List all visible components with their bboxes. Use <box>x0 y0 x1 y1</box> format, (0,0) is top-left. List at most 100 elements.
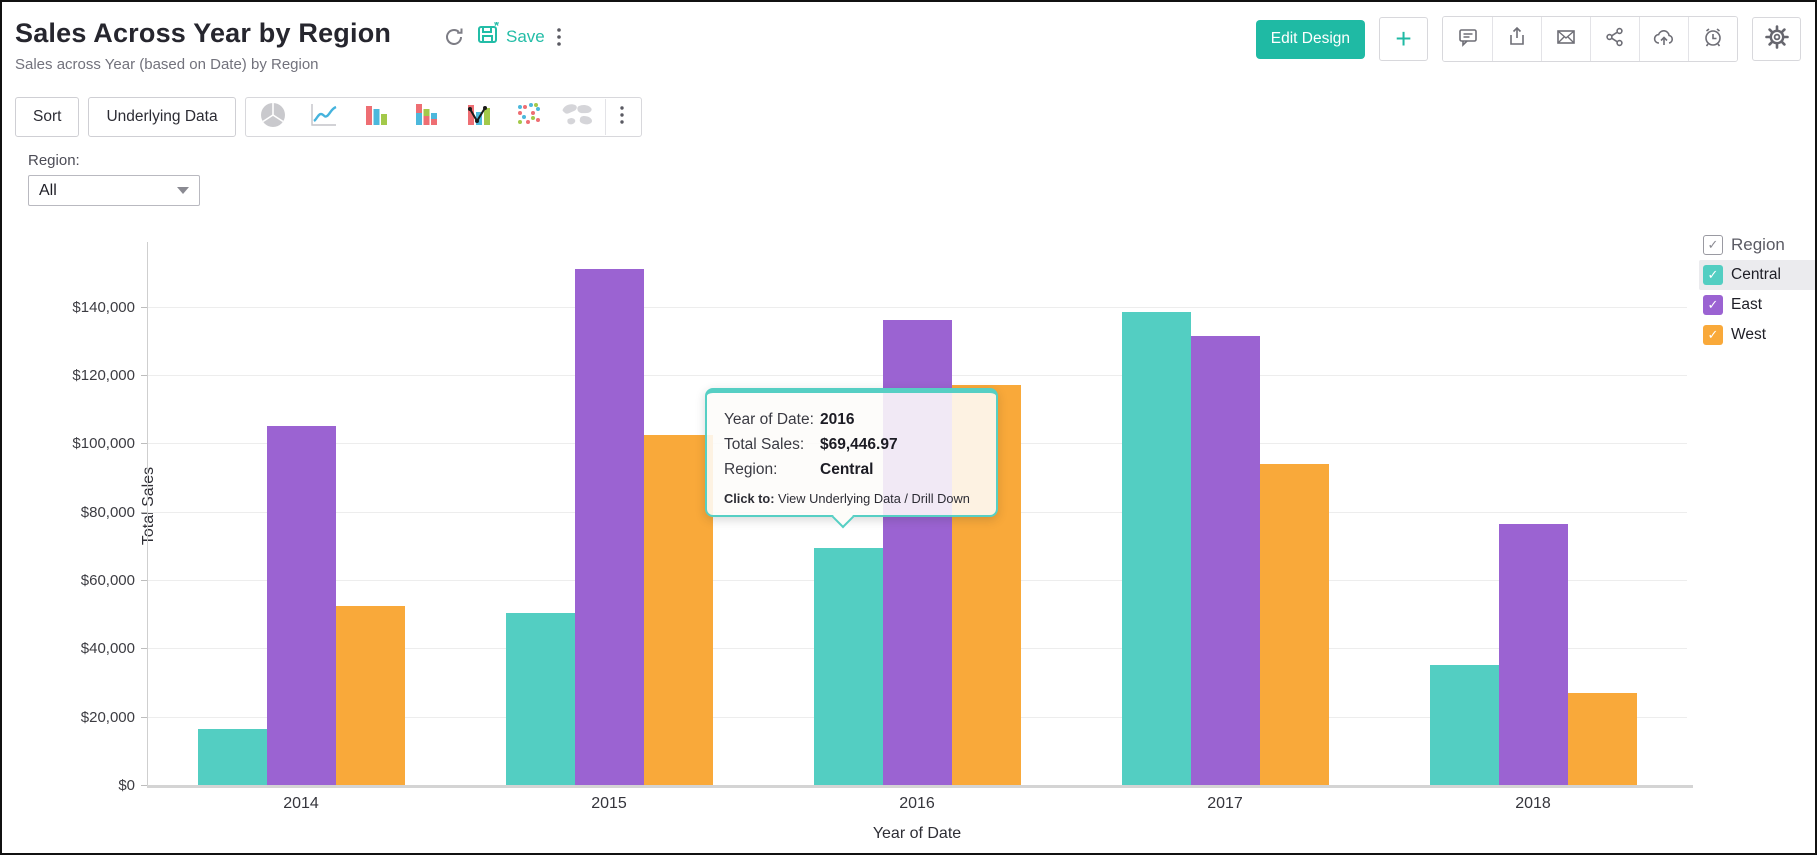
export-icon <box>1505 25 1529 54</box>
more-vertical-icon <box>617 100 627 135</box>
chart-type-bar-button[interactable] <box>350 99 401 135</box>
legend-checkbox-icon[interactable]: ✓ <box>1703 265 1723 285</box>
x-tick-label: 2016 <box>899 795 935 812</box>
region-filter-select[interactable]: All <box>28 175 200 206</box>
y-tick-label: $40,000 <box>80 640 135 658</box>
y-tick-label: $140,000 <box>72 298 135 316</box>
chart-type-more-button[interactable] <box>604 99 639 135</box>
bar-central-2016[interactable] <box>813 547 883 785</box>
cloud-upload-icon <box>1651 25 1677 54</box>
legend-checkbox-icon[interactable]: ✓ <box>1703 325 1723 345</box>
bar-west-2018[interactable] <box>1567 692 1637 785</box>
bar-west-2017[interactable] <box>1259 463 1329 785</box>
y-tick-mark <box>141 716 147 718</box>
legend-item-east[interactable]: ✓ East <box>1699 290 1815 320</box>
bar-east-2015[interactable] <box>574 269 644 785</box>
x-axis-line <box>147 785 1693 788</box>
y-tick-label: $100,000 <box>72 435 135 453</box>
legend-title-checkbox-icon[interactable]: ✓ <box>1703 235 1723 255</box>
svg-text:*: * <box>494 22 500 33</box>
y-axis-title: Total Sales <box>140 466 157 546</box>
report-toolbar: Sort Underlying Data <box>15 97 642 137</box>
bar-chart-icon <box>358 100 392 135</box>
bar-east-2017[interactable] <box>1190 335 1260 785</box>
plus-icon: + <box>1395 23 1412 54</box>
legend-checkbox-icon[interactable]: ✓ <box>1703 295 1723 315</box>
more-vertical-icon[interactable] <box>555 25 563 49</box>
y-tick-mark <box>141 785 147 786</box>
region-filter-label: Region: <box>28 152 80 169</box>
scatter-chart-icon <box>511 100 545 135</box>
region-filter-value: All <box>39 181 57 199</box>
title-actions: * Save <box>442 18 563 51</box>
y-tick-label: $20,000 <box>80 708 135 726</box>
cloud-upload-button[interactable] <box>1639 17 1688 61</box>
y-tick-mark <box>141 511 147 513</box>
tooltip-row: Year of Date: 2016 <box>724 411 855 428</box>
bar-east-2018[interactable] <box>1498 523 1568 785</box>
refresh-icon[interactable] <box>442 25 466 49</box>
comment-button[interactable] <box>1443 17 1492 61</box>
bar-central-2014[interactable] <box>197 729 267 785</box>
tooltip-row: Total Sales: $69,446.97 <box>724 436 898 453</box>
bar-chart-plot: Total Sales Year of Date $0 $20,000 $40,00… <box>72 242 1693 842</box>
header-right-actions: Edit Design + <box>1255 16 1801 62</box>
bar-central-2015[interactable] <box>505 613 575 785</box>
save-label: Save <box>506 26 545 46</box>
x-tick-label: 2018 <box>1515 795 1551 812</box>
legend-title: Region <box>1731 235 1785 254</box>
share-button[interactable] <box>1590 17 1639 61</box>
y-tick-mark <box>141 443 147 445</box>
legend-item-label: West <box>1731 326 1767 343</box>
settings-button[interactable] <box>1752 17 1801 61</box>
legend-item-central[interactable]: ✓ Central <box>1699 260 1815 290</box>
edit-design-button[interactable]: Edit Design <box>1255 19 1365 59</box>
add-button[interactable]: + <box>1379 17 1428 61</box>
map-chart-icon <box>559 100 599 135</box>
gear-icon <box>1763 23 1791 56</box>
legend-title-row[interactable]: ✓ Region <box>1699 230 1815 260</box>
y-tick-label: $80,000 <box>80 503 135 521</box>
export-button[interactable] <box>1492 17 1541 61</box>
page-title: Sales Across Year by Region <box>15 18 392 48</box>
line-chart-icon <box>307 100 341 135</box>
x-axis-title: Year of Date <box>872 825 962 842</box>
bar-west-2015[interactable] <box>643 434 713 785</box>
alarm-icon <box>1701 25 1725 54</box>
y-tick-label: $60,000 <box>80 572 135 590</box>
chart-type-map-button[interactable] <box>554 99 605 135</box>
comment-icon <box>1456 25 1480 54</box>
page-subtitle: Sales across Year (based on Date) by Reg… <box>15 56 319 73</box>
chart-type-combo-button[interactable] <box>452 99 503 135</box>
legend-item-label: Central <box>1731 266 1781 283</box>
chart-legend: ✓ Region ✓ Central ✓ East ✓ West <box>1699 230 1815 350</box>
chart-type-scatter-button[interactable] <box>503 99 554 135</box>
alarm-button[interactable] <box>1688 17 1737 61</box>
legend-item-west[interactable]: ✓ West <box>1699 320 1815 350</box>
pie-chart-icon <box>256 100 290 135</box>
chart-type-line-button[interactable] <box>299 99 350 135</box>
x-tick-label: 2017 <box>1207 795 1243 812</box>
sort-button[interactable]: Sort <box>15 97 80 137</box>
gridline <box>148 306 1687 308</box>
chevron-down-icon <box>177 187 189 194</box>
bar-central-2017[interactable] <box>1121 311 1191 785</box>
underlying-data-button[interactable]: Underlying Data <box>88 97 236 137</box>
chart-type-pie-button[interactable] <box>248 99 299 135</box>
chart-type-stacked-bar-button[interactable] <box>401 99 452 135</box>
bar-east-2014[interactable] <box>266 426 336 785</box>
tooltip-row: Region: Central <box>724 461 874 478</box>
datapoint-tooltip: Year of Date: 2016 Total Sales: $69,446.97 R… <box>705 388 998 529</box>
y-tick-label: $0 <box>118 777 135 794</box>
y-tick-label: $120,000 <box>72 367 135 385</box>
bar-central-2018[interactable] <box>1429 665 1499 785</box>
tooltip-click-hint: Click to: View Underlying Data / Drill D… <box>724 491 970 506</box>
header-icon-group <box>1442 16 1738 62</box>
bar-west-2014[interactable] <box>335 606 405 785</box>
email-button[interactable] <box>1541 17 1590 61</box>
share-icon <box>1603 25 1627 54</box>
save-button[interactable]: * Save <box>476 18 545 51</box>
y-tick-mark <box>141 306 147 308</box>
y-tick-mark <box>141 648 147 650</box>
